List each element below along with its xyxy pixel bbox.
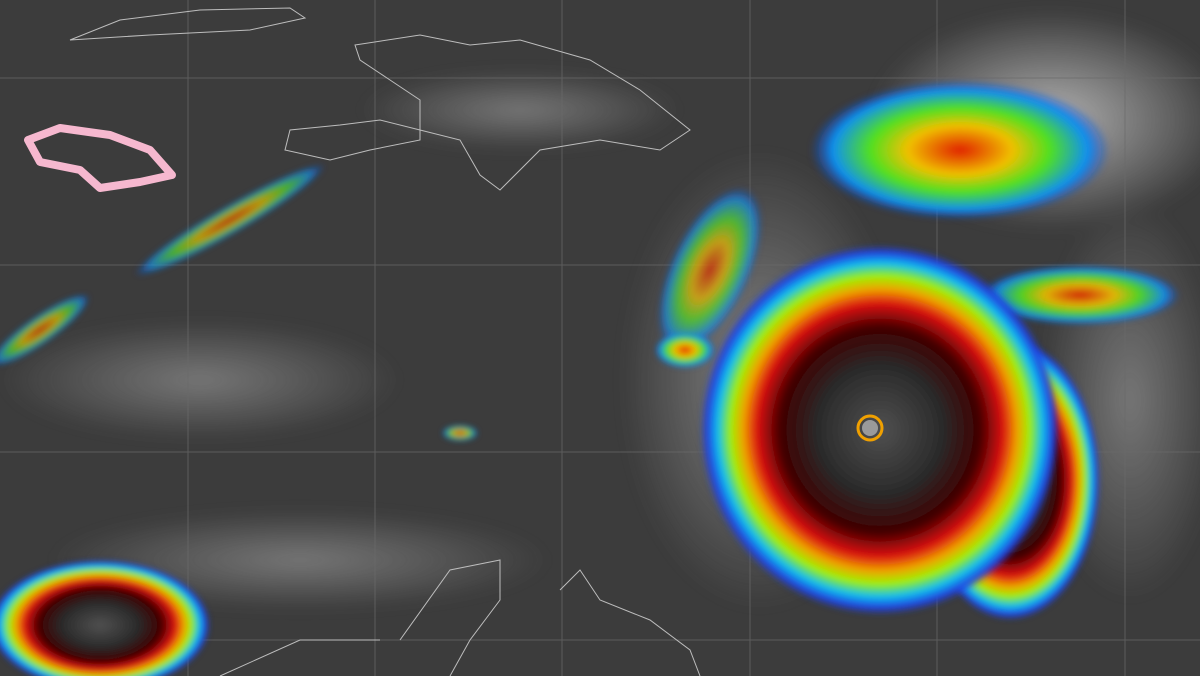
hurricane — [700, 245, 1100, 620]
coastlines — [69, 7, 701, 676]
small-storm — [0, 560, 210, 676]
island-outline — [24, 124, 176, 192]
rain-bands — [0, 80, 1180, 441]
